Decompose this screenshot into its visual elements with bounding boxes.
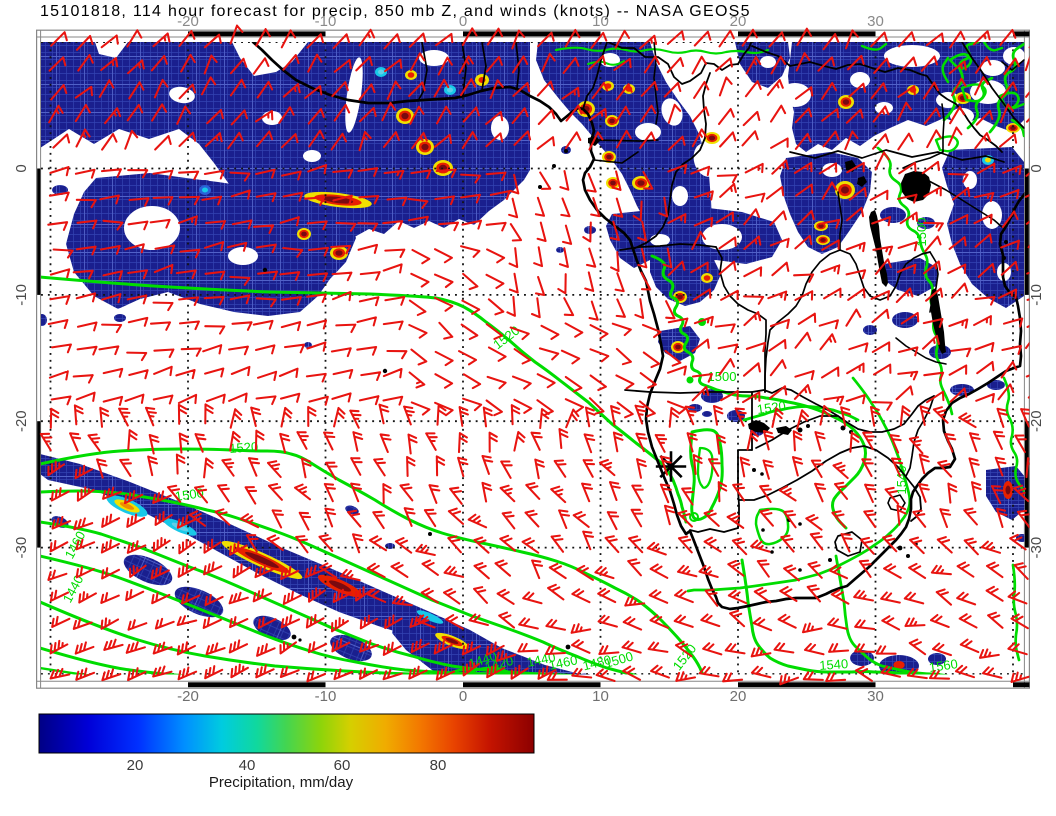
svg-text:1500: 1500 [708,369,737,384]
svg-text:10: 10 [592,688,609,705]
svg-text:40: 40 [239,757,256,774]
svg-text:30: 30 [867,688,884,705]
svg-text:60: 60 [334,757,351,774]
svg-text:1520: 1520 [756,398,787,417]
svg-text:-10: -10 [315,688,337,705]
svg-text:1540: 1540 [819,656,849,673]
svg-text:-10: -10 [315,13,337,30]
svg-text:0: 0 [1028,164,1045,172]
svg-text:1460: 1460 [547,652,578,673]
svg-text:-10: -10 [1028,284,1045,306]
svg-text:10: 10 [592,13,609,30]
svg-text:1520: 1520 [229,439,259,456]
svg-text:1500: 1500 [914,218,929,247]
svg-text:20: 20 [730,13,747,30]
svg-text:Precipitation, mm/day: Precipitation, mm/day [209,774,354,791]
svg-text:-30: -30 [1028,537,1045,559]
svg-text:1560: 1560 [928,656,959,675]
svg-text:15101818, 114 hour forecast fo: 15101818, 114 hour forecast for precip, … [40,3,751,20]
svg-text:30: 30 [867,13,884,30]
svg-text:1480: 1480 [581,652,613,674]
svg-text:-10: -10 [13,284,30,306]
svg-text:-30: -30 [13,537,30,559]
svg-text:20: 20 [730,688,747,705]
svg-text:-20: -20 [177,13,199,30]
svg-text:0: 0 [459,688,467,705]
svg-text:-20: -20 [1028,410,1045,432]
svg-text:-20: -20 [177,688,199,705]
svg-text:20: 20 [127,757,144,774]
svg-text:0: 0 [459,13,467,30]
svg-text:0: 0 [13,164,30,172]
svg-text:-20: -20 [13,410,30,432]
svg-text:80: 80 [430,757,447,774]
